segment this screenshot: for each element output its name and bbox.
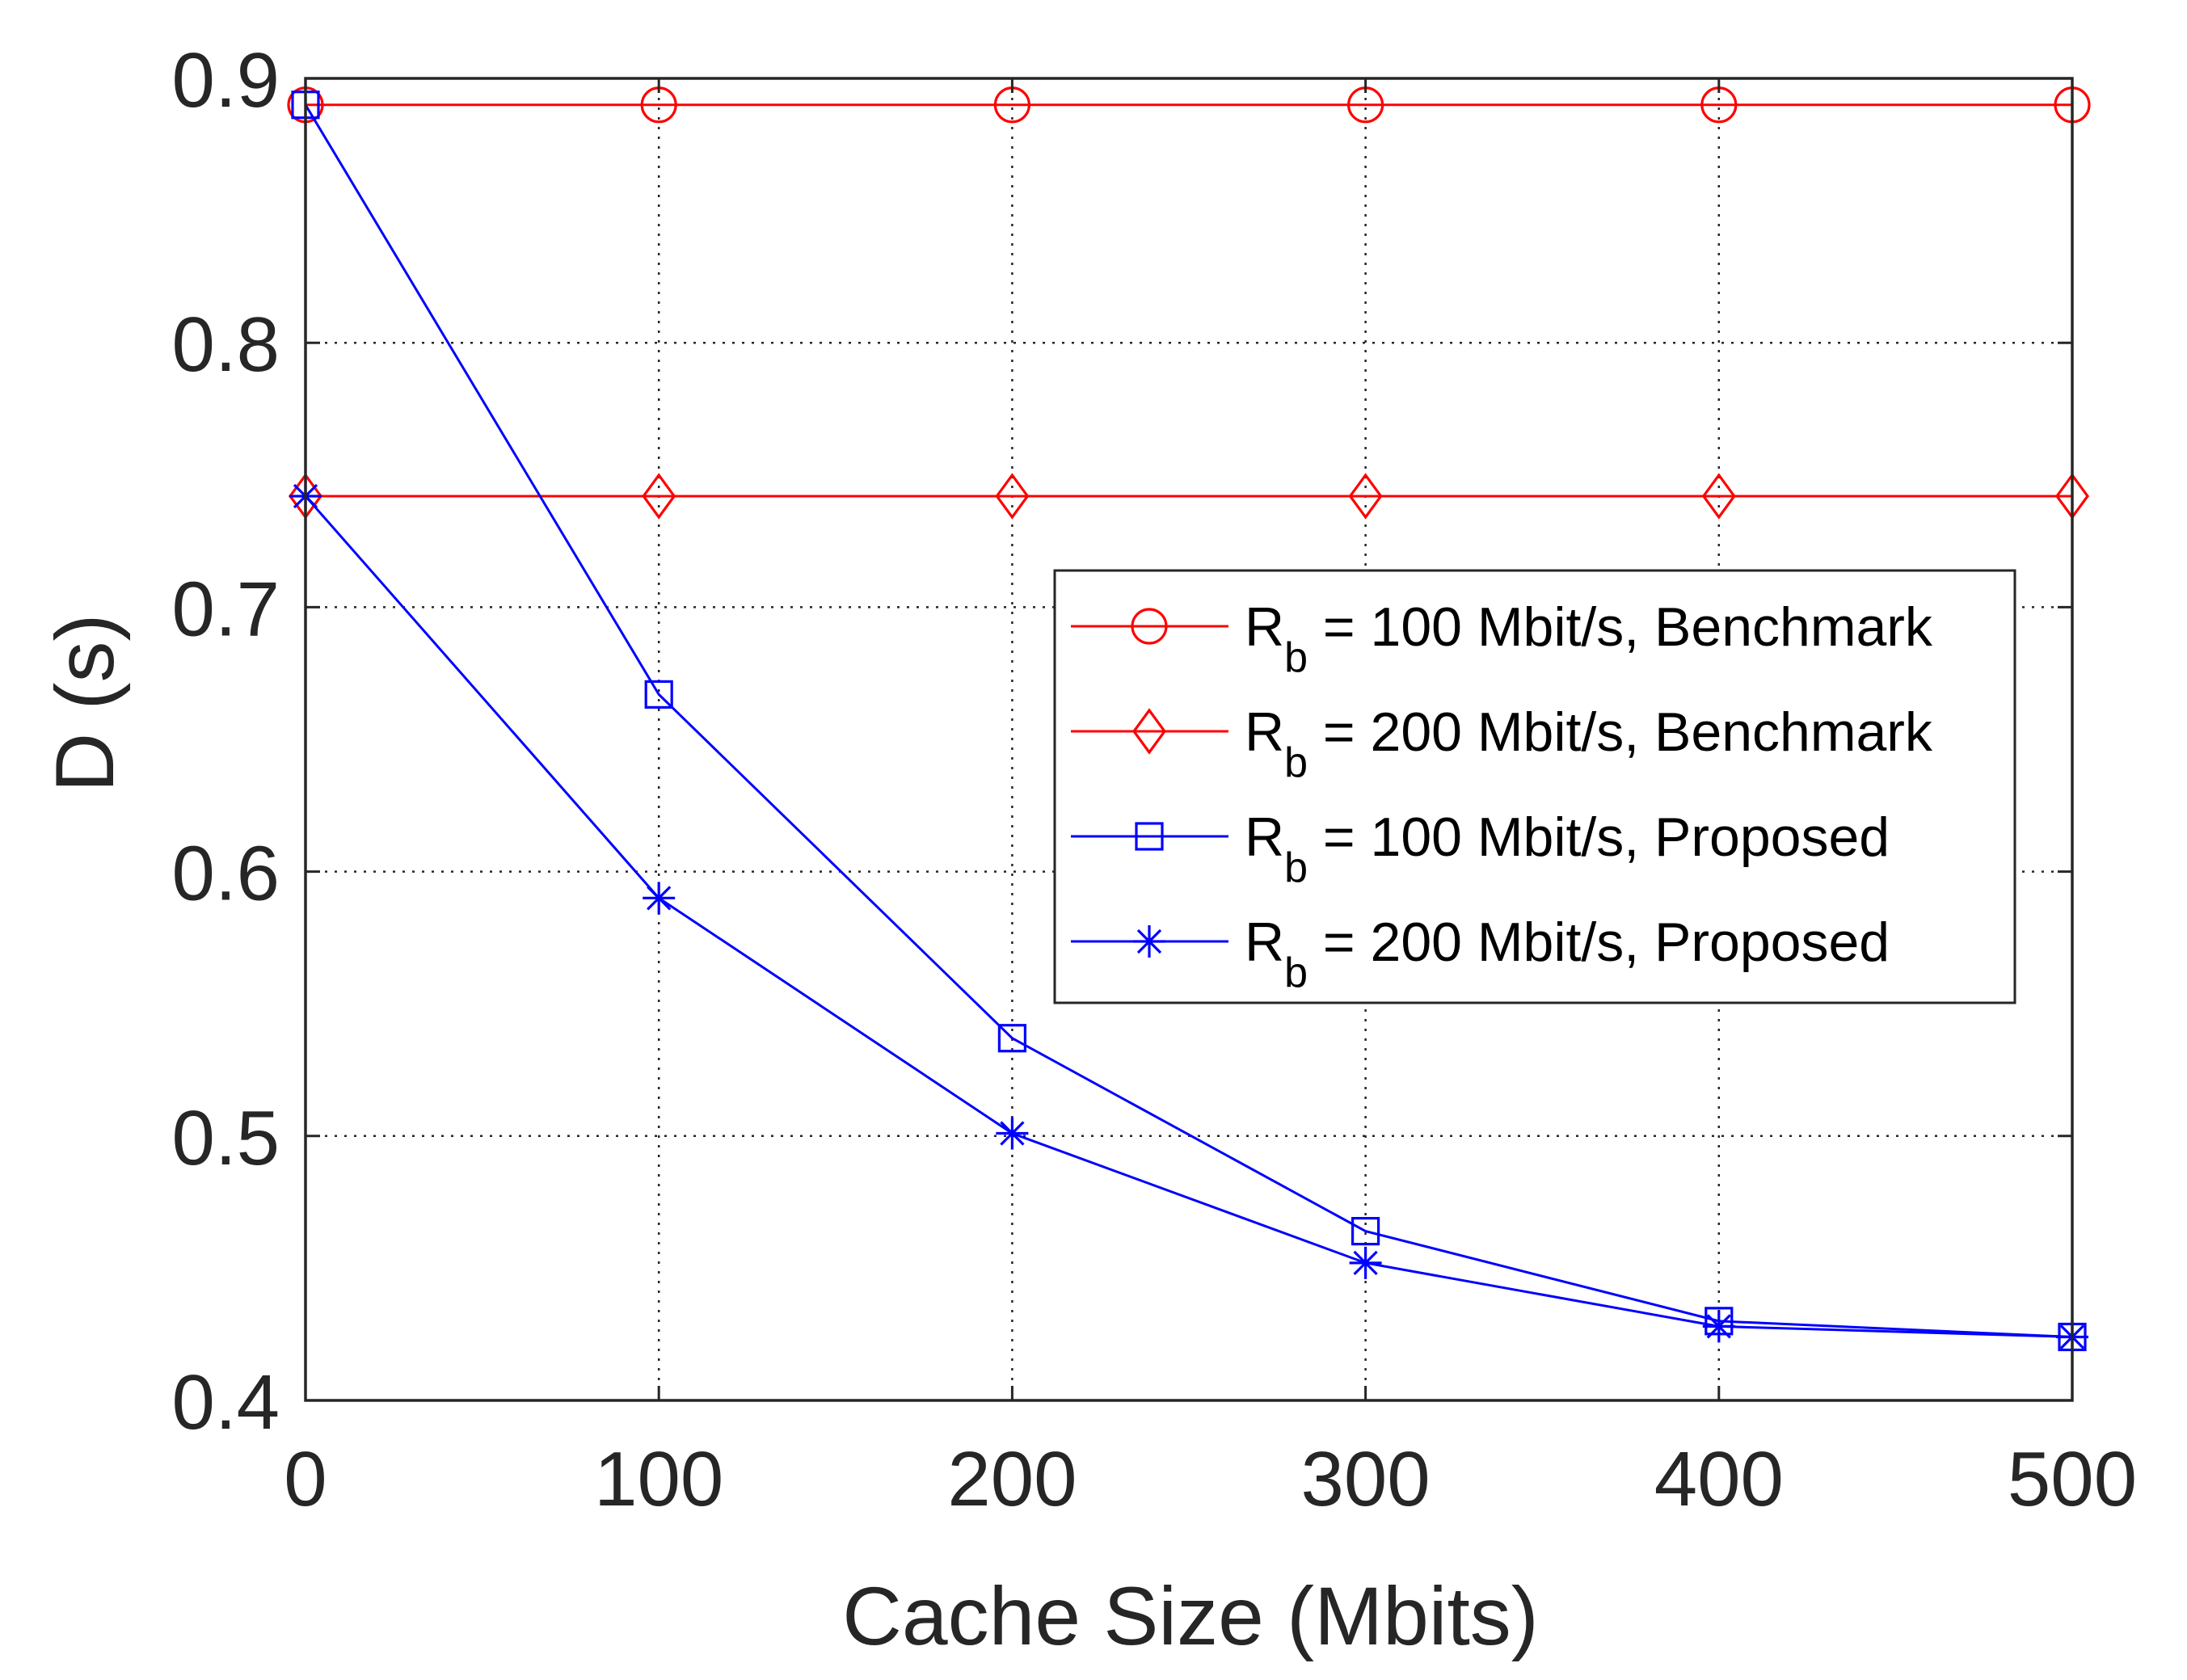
data-point (1349, 1246, 1382, 1279)
data-point (997, 1024, 1027, 1053)
x-tick-label: 500 (2008, 1436, 2137, 1522)
legend-label-rest: = 200 Mbit/s, Benchmark (1308, 701, 1933, 763)
legend-box (1053, 569, 2016, 1004)
legend-label-subscript: b (1284, 844, 1308, 891)
y-tick-label: 0.9 (172, 37, 280, 124)
legend-label-main: R (1245, 596, 1284, 658)
square-marker (644, 680, 673, 709)
series-layer (287, 86, 2091, 1354)
series-line (304, 103, 2073, 1338)
asterisk-stroke (1353, 1250, 1378, 1275)
asterisk-stroke (1136, 928, 1162, 954)
x-tick-label: 200 (947, 1436, 1077, 1522)
legend-entry: Rb = 200 Mbit/s, Benchmark (1071, 701, 1933, 786)
series-line (304, 495, 2073, 1338)
legend-label-subscript: b (1284, 949, 1308, 996)
asterisk-stroke (647, 886, 672, 911)
legend-label: Rb = 100 Mbit/s, Proposed (1245, 806, 1890, 891)
x-tick-label: 100 (594, 1436, 723, 1522)
axes (304, 77, 2074, 1402)
data-point (1351, 1216, 1380, 1246)
x-tick-label: 400 (1654, 1436, 1784, 1522)
diamond-marker (1132, 708, 1166, 755)
asterisk-marker (1133, 925, 1165, 958)
y-tick-label: 0.4 (172, 1359, 280, 1446)
legend-entry: Rb = 100 Mbit/s, Proposed (1071, 806, 1890, 891)
data-point (1702, 1310, 1735, 1343)
asterisk-marker (1702, 1310, 1735, 1343)
legend-label-main: R (1245, 912, 1284, 973)
legend-entry: Rb = 200 Mbit/s, Proposed (1071, 912, 1890, 996)
asterisk-marker (996, 1117, 1029, 1150)
x-tick-label: 300 (1301, 1436, 1431, 1522)
legend-label-main: R (1245, 806, 1284, 868)
legend-label-rest: = 100 Mbit/s, Proposed (1308, 806, 1890, 868)
y-tick-label: 0.7 (172, 566, 280, 652)
y-tick-label: 0.6 (172, 831, 280, 917)
axes-frame (304, 77, 2074, 1402)
legend-label: Rb = 200 Mbit/s, Proposed (1245, 912, 1890, 996)
series-4 (289, 479, 2088, 1354)
square-marker (997, 1024, 1027, 1053)
legend-label-rest: = 200 Mbit/s, Proposed (1308, 912, 1890, 973)
data-point (1348, 473, 1383, 520)
diamond-marker (1701, 473, 1736, 520)
legend-entry: Rb = 100 Mbit/s, Benchmark (1071, 596, 1933, 681)
y-tick-label: 0.5 (172, 1095, 280, 1181)
legend-label-subscript: b (1284, 634, 1308, 681)
legend-label-rest: = 100 Mbit/s, Benchmark (1308, 596, 1933, 658)
data-point (996, 1117, 1029, 1150)
x-tick-label: 0 (284, 1436, 327, 1522)
x-axis-label: Cache Size (Mbits) (842, 1570, 1539, 1662)
diamond-marker (995, 473, 1030, 520)
legend-label-subscript: b (1284, 739, 1308, 786)
tick-labels: 0 100 200 300 400 500 0.4 0.5 0.6 0.7 0.8 0.9 (172, 37, 2138, 1522)
asterisk-marker (1349, 1246, 1382, 1279)
square-marker (1135, 822, 1164, 851)
asterisk-stroke (1706, 1314, 1731, 1339)
diamond-marker (642, 473, 676, 520)
legend-label: Rb = 200 Mbit/s, Benchmark (1245, 701, 1933, 786)
data-point (643, 882, 676, 915)
data-point (644, 680, 673, 709)
circle-marker (1131, 608, 1168, 645)
y-tick-label: 0.8 (172, 301, 280, 388)
diamond-marker (1348, 473, 1383, 520)
series-2 (289, 473, 2089, 520)
data-point (642, 473, 676, 520)
y-axis-label: D (s) (39, 614, 131, 793)
legend-label: Rb = 100 Mbit/s, Benchmark (1245, 596, 1933, 681)
square-marker (1351, 1216, 1380, 1246)
data-point (995, 473, 1030, 520)
legend-label-main: R (1245, 701, 1284, 763)
data-point (1701, 473, 1736, 520)
asterisk-stroke (1000, 1121, 1025, 1146)
asterisk-marker (643, 882, 676, 915)
